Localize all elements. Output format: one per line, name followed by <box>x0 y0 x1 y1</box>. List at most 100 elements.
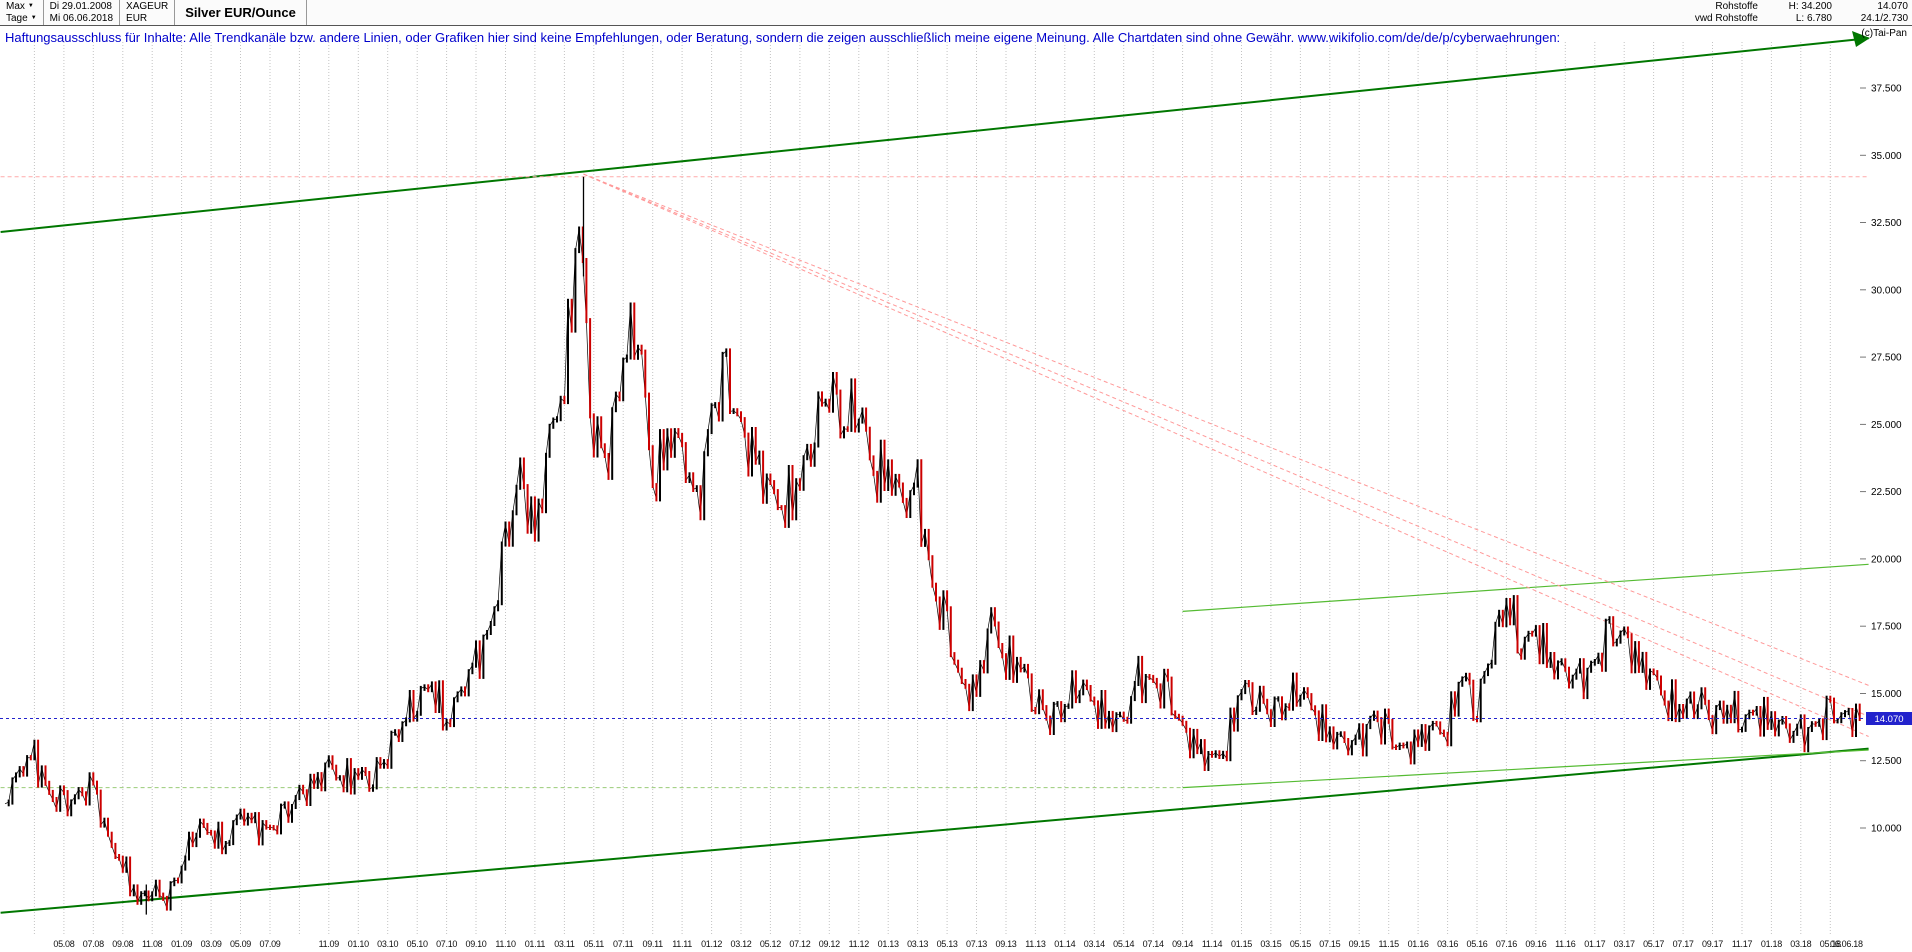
x-tick-label: 07.17 <box>1673 939 1694 949</box>
category-label: Rohstoffe <box>1715 1 1758 12</box>
current-price-marker: 14.070 <box>0 712 1912 725</box>
header: Max ▼ Tage ▼ Di 29.01.2008 Mi 06.06.2018 X… <box>0 0 1912 26</box>
chevron-down-icon: ▼ <box>30 14 37 21</box>
y-tick-label: 22.500 <box>1871 487 1902 498</box>
fan-line-2 <box>583 173 1869 717</box>
chevron-down-icon: ▼ <box>27 3 34 9</box>
x-tick-label: 05.18 <box>1820 939 1841 949</box>
y-tick-label: 32.500 <box>1871 218 1902 229</box>
x-tick-label: 07.10 <box>436 939 457 949</box>
x-tick-label: 07.12 <box>789 939 810 949</box>
x-tick-label: 05.10 <box>407 939 428 949</box>
range-selector-label: Max <box>6 1 25 13</box>
x-tick-label: 05.15 <box>1290 939 1311 949</box>
x-tick-label: 07.14 <box>1143 939 1164 949</box>
range-selector[interactable]: Max ▼ <box>6 1 37 12</box>
x-tick-label: 03.10 <box>377 939 398 949</box>
x-tick-label: 03.17 <box>1614 939 1635 949</box>
x-tick-label: 09.12 <box>819 939 840 949</box>
start-date: Di 29.01.2008 <box>49 1 112 12</box>
y-tick-label: 12.500 <box>1871 756 1902 767</box>
x-tick-label: 09.14 <box>1172 939 1193 949</box>
x-tick-label: 05.12 <box>760 939 781 949</box>
x-tick-label: 09.10 <box>465 939 486 949</box>
x-tick-label: 03.12 <box>730 939 751 949</box>
x-axis-labels: 05.08 07.08 09.08 11.08 01.09 03.09 05.09 07.09… <box>53 939 1863 949</box>
x-tick-label: 01.10 <box>348 939 369 949</box>
y-tick-label: 17.500 <box>1871 622 1902 633</box>
x-tick-label: 11.17 <box>1732 939 1753 949</box>
header-right: Rohstoffe vwd Rohstoffe H: 34.200 L: 6.7… <box>1664 0 1912 25</box>
trend-channel-upper <box>0 37 1869 233</box>
x-tick-label: 01.16 <box>1408 939 1429 949</box>
x-tick-label: 03.11 <box>554 939 575 949</box>
y-tick-label: 30.000 <box>1871 285 1902 296</box>
trend-channel-lower <box>0 747 1869 914</box>
x-tick-label: 07.08 <box>83 939 104 949</box>
x-tick-label: 07.11 <box>613 939 634 949</box>
selector-column: Max ▼ Tage ▼ <box>0 0 44 25</box>
end-date: Mi 06.06.2018 <box>49 13 114 24</box>
x-tick-label: 03.16 <box>1437 939 1458 949</box>
x-tick-label: 07.15 <box>1319 939 1340 949</box>
x-tick-label: 09.11 <box>643 939 664 949</box>
y-axis-labels: 37.500 35.000 32.500 30.000 27.500 25.000 22.5… <box>1860 84 1902 835</box>
y-tick-label: 25.000 <box>1871 420 1902 431</box>
x-tick-label: 05.09 <box>230 939 251 949</box>
fan-line-3 <box>583 173 1869 737</box>
x-tick-label: 03.14 <box>1084 939 1105 949</box>
x-tick-label: 11.11 <box>672 939 692 949</box>
x-tick-label: 01.17 <box>1584 939 1605 949</box>
x-tick-label: 03.13 <box>907 939 928 949</box>
candlestick-series <box>4 176 1861 915</box>
x-tick-label: 05.13 <box>937 939 958 949</box>
x-tick-label: 03.15 <box>1260 939 1281 949</box>
x-tick-label: 11.10 <box>495 939 516 949</box>
symbol-label: XAGEUR <box>126 1 169 12</box>
high-low-column: H: 34.200 L: 6.780 <box>1764 0 1838 25</box>
low-label: L: 6.780 <box>1795 13 1832 24</box>
x-tick-label: 09.08 <box>112 939 133 949</box>
x-tick-label: 05.14 <box>1113 939 1134 949</box>
x-tick-label: 01.09 <box>171 939 192 949</box>
y-tick-label: 35.000 <box>1871 151 1902 162</box>
change-label: 24.1/2.730 <box>1860 13 1908 24</box>
x-tick-label: 01.14 <box>1054 939 1075 949</box>
feed-label: vwd Rohstoffe <box>1694 13 1758 24</box>
x-tick-label: 07.09 <box>259 939 280 949</box>
gridlines <box>33 42 1831 934</box>
x-tick-label: 11.14 <box>1202 939 1223 949</box>
x-tick-label: 01.11 <box>525 939 546 949</box>
x-tick-label: 05.11 <box>584 939 605 949</box>
period-selector-label: Tage <box>6 13 28 24</box>
x-tick-label: 03.09 <box>201 939 222 949</box>
disclaimer-text: Haftungsausschluss für Inhalte: Alle Tre… <box>5 30 1561 45</box>
support-line-recent <box>1182 749 1869 789</box>
header-left: Max ▼ Tage ▼ Di 29.01.2008 Mi 06.06.2018 X… <box>0 0 307 25</box>
trendline-overlays <box>0 31 1870 914</box>
x-tick-label: 05.17 <box>1643 939 1664 949</box>
x-tick-label: 01.18 <box>1761 939 1782 949</box>
high-label: H: 34.200 <box>1788 1 1832 12</box>
y-tick-label: 27.500 <box>1871 353 1902 364</box>
x-tick-label: 07.13 <box>966 939 987 949</box>
period-selector[interactable]: Tage ▼ <box>6 13 37 24</box>
copyright-label: (c)Tai-Pan <box>1861 28 1907 39</box>
y-tick-label: 10.000 <box>1871 824 1902 835</box>
price-chart[interactable]: 14.070 37.500 35.000 32.500 30.000 27.500 25.0… <box>0 26 1912 952</box>
y-tick-label: 20.000 <box>1871 554 1902 565</box>
x-tick-label: 03.18 <box>1790 939 1811 949</box>
x-tick-label: 09.16 <box>1525 939 1546 949</box>
x-tick-label: 01.13 <box>878 939 899 949</box>
quote-column: 14.070 24.1/2.730 <box>1838 0 1912 25</box>
resistance-line-mid <box>1182 563 1869 612</box>
x-tick-label: 11.09 <box>319 939 340 949</box>
x-tick-label: 11.16 <box>1555 939 1576 949</box>
x-tick-label: 09.13 <box>995 939 1016 949</box>
x-tick-label: 06.06.18 <box>1830 939 1863 949</box>
x-tick-label: 11.08 <box>142 939 163 949</box>
x-tick-label: 11.12 <box>849 939 870 949</box>
symbol-column: XAGEUR EUR <box>120 0 176 25</box>
x-tick-label: 09.17 <box>1702 939 1723 949</box>
y-tick-label: 37.500 <box>1871 84 1902 95</box>
